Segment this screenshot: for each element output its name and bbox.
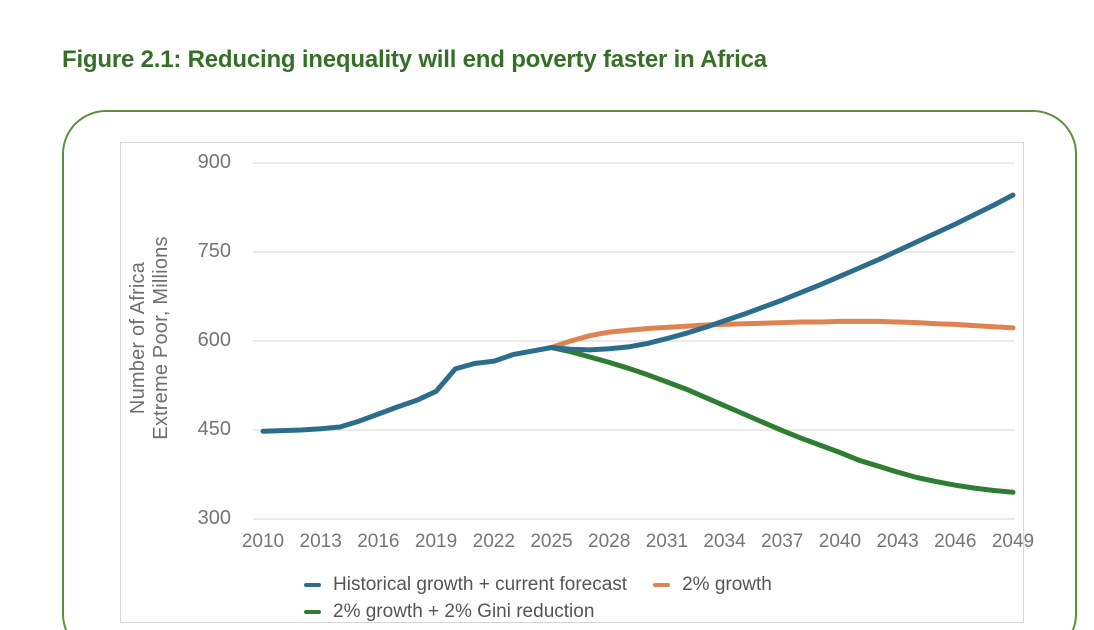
y-tick-label-750: 750 [197, 240, 231, 262]
chart-legend: Historical growth + current forecast 2% … [304, 571, 798, 625]
figure-container: Number of Africa Extreme Poor, Millions … [62, 110, 1077, 630]
legend-item-gini: 2% growth + 2% Gini reduction [304, 601, 594, 623]
x-tick-label-2034: 2034 [703, 531, 746, 552]
x-tick-label-2025: 2025 [530, 531, 573, 552]
x-tick-label-2046: 2046 [934, 531, 977, 552]
y-tick-label-600: 600 [197, 329, 231, 351]
chart-frame: Number of Africa Extreme Poor, Millions … [120, 142, 1034, 625]
legend-item-historical: Historical growth + current forecast [304, 574, 627, 596]
x-tick-label-2031: 2031 [645, 531, 688, 552]
x-tick-label-2043: 2043 [876, 531, 919, 552]
line-chart-plot [253, 162, 1016, 520]
legend-row-1: Historical growth + current forecast 2% … [304, 571, 798, 598]
legend-label-2pct-growth: 2% growth [682, 573, 772, 595]
figure-title: Figure 2.1: Reducing inequality will end… [62, 46, 767, 73]
legend-dash-2pct-growth-icon [653, 582, 671, 587]
x-tick-label-2016: 2016 [357, 531, 400, 552]
legend-dash-gini-icon [304, 609, 321, 614]
x-tick-label-2049: 2049 [991, 531, 1035, 552]
y-axis-title: Number of Africa Extreme Poor, Millions [127, 188, 175, 488]
series-line-0 [260, 192, 1016, 434]
series-line-2 [549, 345, 1016, 495]
x-tick-label-2037: 2037 [761, 531, 804, 552]
x-tick-label-2040: 2040 [818, 531, 862, 552]
x-tick-label-2019: 2019 [414, 531, 458, 552]
legend-row-2: 2% growth + 2% Gini reduction [304, 598, 798, 625]
x-tick-label-2022: 2022 [472, 531, 515, 552]
x-tick-label-2028: 2028 [588, 531, 631, 552]
series-line-1 [549, 318, 1016, 350]
y-tick-label-300: 300 [197, 507, 231, 529]
legend-label-historical: Historical growth + current forecast [333, 573, 628, 595]
legend-item-2pct-growth: 2% growth [653, 574, 772, 596]
x-tick-label-2013: 2013 [299, 531, 342, 552]
y-axis-title-line1: Number of Africa [127, 261, 149, 415]
legend-label-gini: 2% growth + 2% Gini reduction [333, 600, 595, 622]
legend-dash-historical-icon [304, 582, 321, 587]
y-axis-title-line2: Extreme Poor, Millions [150, 236, 172, 440]
x-tick-label-2010: 2010 [241, 531, 285, 552]
y-tick-label-900: 900 [197, 151, 231, 173]
y-tick-label-450: 450 [197, 418, 231, 440]
